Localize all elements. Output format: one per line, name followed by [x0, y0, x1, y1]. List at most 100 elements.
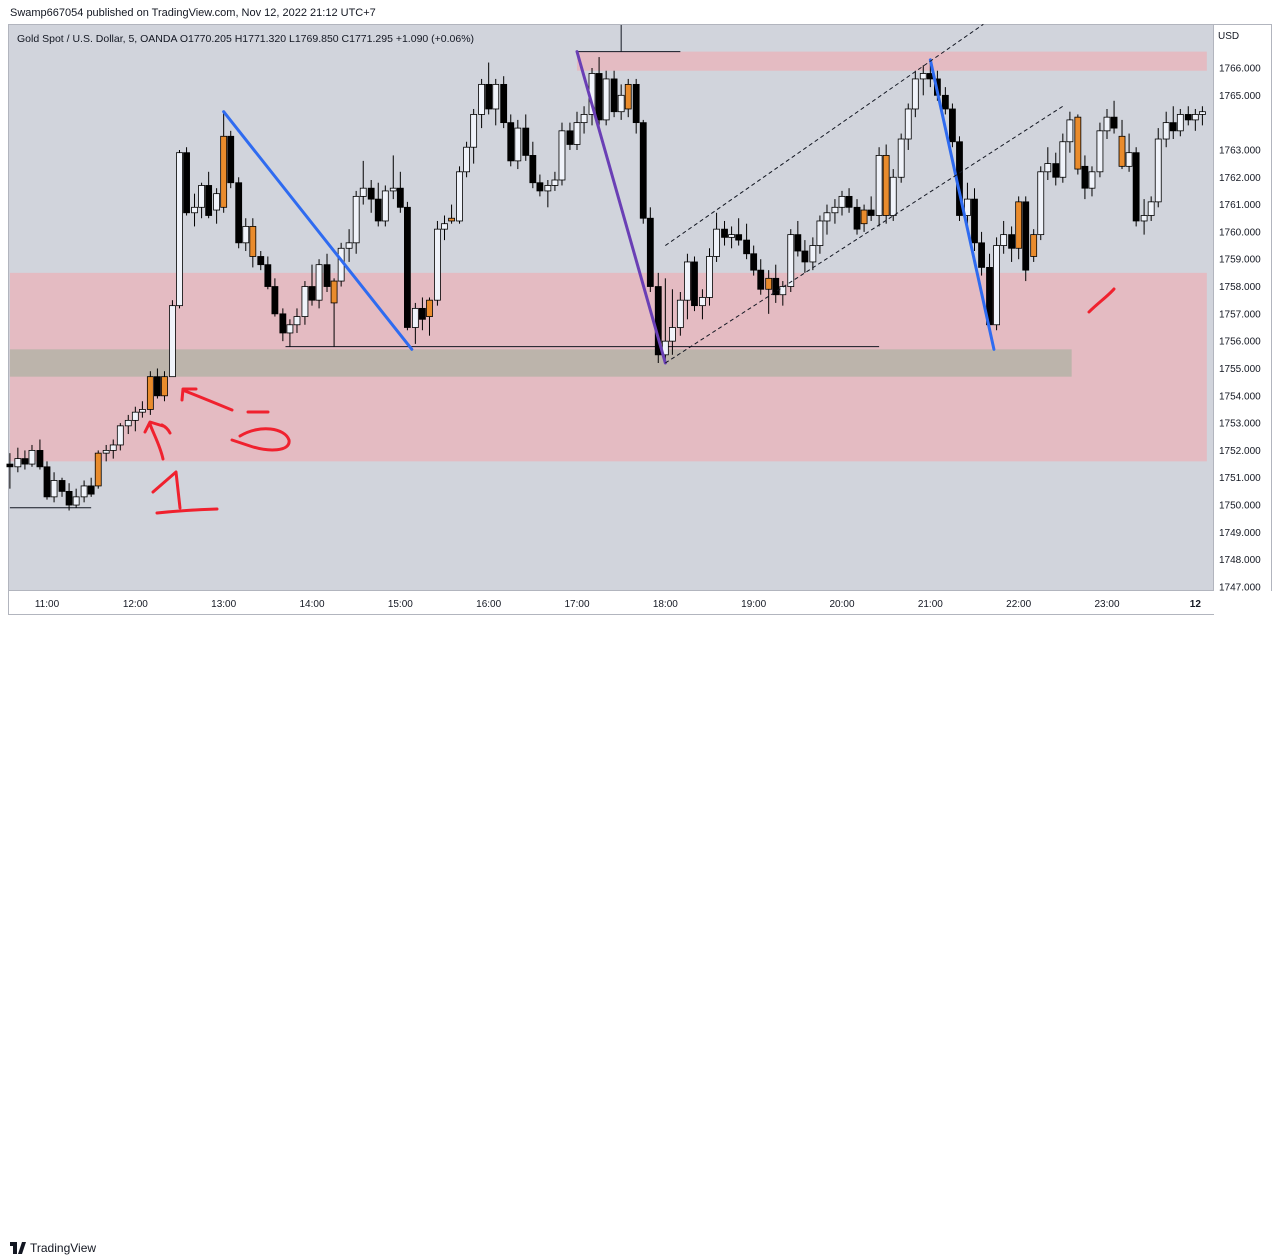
candle-80 — [595, 57, 603, 129]
candle-70 — [522, 114, 530, 161]
candle-119 — [882, 144, 890, 224]
candle-body — [411, 307, 419, 328]
candle-body — [964, 198, 971, 216]
candle-57 — [426, 297, 433, 336]
candle-body — [610, 78, 618, 113]
candle-body — [43, 466, 51, 498]
candle-20 — [154, 368, 161, 399]
candle-110 — [816, 215, 824, 254]
candle-body — [183, 152, 190, 214]
candle-39 — [293, 308, 301, 333]
candle-4 — [36, 439, 44, 470]
candle-102 — [757, 259, 765, 295]
publish-info: Swamp667054 published on TradingView.com… — [10, 7, 376, 19]
time-axis[interactable] — [8, 591, 1214, 615]
candle-84 — [624, 78, 632, 118]
candle-body — [867, 209, 875, 216]
candle-body — [654, 286, 662, 356]
candle-19 — [146, 371, 154, 415]
candle-body — [1199, 111, 1206, 115]
candle-body — [456, 171, 463, 222]
candle-body — [772, 277, 780, 296]
time-tick-label: 20:00 — [829, 599, 854, 610]
candle-8 — [65, 483, 73, 511]
candle-104 — [772, 264, 780, 303]
candle-body — [205, 185, 213, 216]
time-tick-label: 21:00 — [918, 599, 943, 610]
candle-56 — [419, 297, 426, 331]
candle-body — [264, 264, 272, 287]
zones-layer — [9, 51, 1207, 462]
candle-64 — [478, 78, 486, 129]
supply-demand-zone-1 — [577, 51, 1207, 71]
candle-31 — [235, 177, 243, 249]
candle-body — [875, 155, 883, 216]
candle-body — [566, 130, 574, 145]
candle-body — [154, 376, 161, 397]
candle-148 — [1096, 122, 1104, 178]
candle-3 — [28, 444, 36, 467]
price-axis-labels: 1747.000 1748.000 1749.000 1750.000 1751.000… — [1219, 64, 1261, 594]
candle-body — [1088, 171, 1096, 189]
candle-140 — [1037, 166, 1045, 241]
candle-body — [978, 242, 985, 268]
price-axis[interactable] — [1214, 24, 1272, 591]
candle-body — [1147, 201, 1155, 216]
candle-body — [919, 73, 927, 80]
candle-body — [602, 78, 610, 121]
candle-71 — [529, 141, 537, 189]
candle-40 — [301, 281, 309, 325]
candle-93 — [691, 256, 698, 312]
time-tick-label: 23:00 — [1094, 599, 1119, 610]
candle-body — [249, 226, 257, 257]
time-tick-label: 14:00 — [299, 599, 324, 610]
candle-body — [676, 299, 684, 328]
candle-73 — [544, 179, 552, 208]
candle-body — [595, 73, 603, 121]
candle-body — [198, 185, 205, 208]
candle-body — [419, 307, 426, 320]
candle-body — [838, 195, 846, 208]
candle-body — [713, 228, 720, 257]
candle-97 — [721, 220, 728, 246]
candle-body — [396, 187, 404, 208]
time-tick-label: 22:00 — [1006, 599, 1031, 610]
candle-47 — [352, 190, 360, 254]
candle-body — [507, 122, 515, 162]
candle-body — [639, 122, 647, 219]
time-axis-labels: 11:00 12:00 13:00 14:00 15:00 16:00 17:00 18:00… — [35, 599, 1201, 610]
candle-body — [470, 114, 478, 148]
price-tick-label: 1747.000 — [1219, 583, 1261, 594]
symbol-legend: Gold Spot / U.S. Dollar, 5, OANDA O1770.… — [17, 33, 474, 45]
price-tick-label: 1760.000 — [1219, 227, 1261, 238]
candle-body — [1110, 116, 1118, 129]
candle-body — [971, 198, 978, 244]
candle-160 — [1184, 106, 1192, 126]
candle-22 — [169, 300, 176, 378]
candle-body — [573, 122, 581, 145]
candle-body — [227, 135, 235, 184]
candle-124 — [919, 65, 927, 96]
candle-128 — [949, 103, 956, 148]
candle-14 — [109, 439, 117, 459]
candle-body — [1191, 114, 1199, 121]
candle-6 — [50, 472, 58, 503]
candle-92 — [684, 253, 691, 320]
candle-54 — [403, 201, 411, 331]
candle-body — [426, 299, 433, 317]
candle-body — [441, 223, 448, 230]
price-tick-label: 1757.000 — [1219, 309, 1261, 320]
candle-30 — [227, 130, 235, 189]
candle-body — [514, 127, 522, 162]
candle-156 — [1154, 128, 1162, 208]
candle-144 — [1066, 111, 1074, 153]
candle-138 — [1022, 196, 1030, 282]
candle-body — [374, 198, 382, 222]
candle-61 — [456, 166, 463, 224]
candles-layer — [6, 57, 1206, 511]
candle-136 — [1008, 226, 1015, 262]
candle-91 — [676, 291, 684, 336]
candle-88 — [654, 272, 662, 364]
candle-body — [632, 83, 640, 124]
trend-line-1 — [575, 50, 667, 365]
